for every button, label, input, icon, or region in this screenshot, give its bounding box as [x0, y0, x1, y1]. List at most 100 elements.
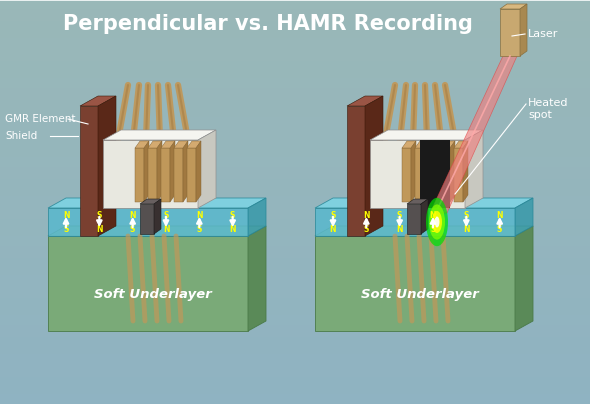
Bar — [428, 148, 437, 202]
Bar — [174, 148, 183, 202]
Polygon shape — [428, 141, 442, 148]
Bar — [407, 204, 421, 234]
Polygon shape — [421, 199, 428, 234]
Bar — [187, 148, 196, 202]
Polygon shape — [315, 198, 533, 208]
Polygon shape — [48, 226, 266, 236]
Text: Soft Underlayer: Soft Underlayer — [361, 288, 479, 301]
Bar — [441, 148, 450, 202]
Polygon shape — [174, 141, 188, 148]
Text: Perpendicular vs. HAMR Recording: Perpendicular vs. HAMR Recording — [63, 14, 473, 34]
Text: S: S — [497, 225, 502, 234]
Bar — [103, 140, 198, 208]
Text: GMR Element: GMR Element — [5, 114, 76, 124]
Polygon shape — [140, 199, 161, 204]
Polygon shape — [441, 141, 455, 148]
Polygon shape — [154, 199, 161, 234]
Bar — [140, 204, 154, 234]
Text: N: N — [396, 225, 403, 234]
Polygon shape — [454, 141, 468, 148]
Text: S: S — [397, 211, 402, 220]
Text: N: N — [430, 211, 436, 220]
Polygon shape — [430, 56, 517, 213]
Text: S: S — [330, 211, 336, 220]
Polygon shape — [424, 141, 429, 202]
Polygon shape — [407, 199, 428, 204]
Polygon shape — [515, 198, 533, 236]
Polygon shape — [183, 141, 188, 202]
Polygon shape — [365, 96, 383, 236]
Polygon shape — [415, 141, 429, 148]
Text: S: S — [430, 225, 435, 234]
Text: N: N — [63, 211, 69, 220]
Polygon shape — [437, 141, 442, 202]
Polygon shape — [402, 141, 416, 148]
Bar — [347, 106, 365, 236]
Bar — [402, 148, 411, 202]
Bar — [500, 9, 520, 56]
Text: S: S — [230, 211, 235, 220]
Polygon shape — [347, 96, 383, 106]
Text: S: S — [130, 225, 135, 234]
Polygon shape — [170, 141, 175, 202]
Bar — [454, 148, 463, 202]
Text: N: N — [163, 225, 169, 234]
Polygon shape — [465, 130, 483, 208]
Text: N: N — [196, 211, 202, 220]
Polygon shape — [248, 198, 266, 236]
Text: Heated
spot: Heated spot — [528, 98, 569, 120]
Polygon shape — [144, 141, 149, 202]
Bar — [135, 148, 144, 202]
Polygon shape — [370, 130, 483, 140]
Text: Soft Underlayer: Soft Underlayer — [94, 288, 212, 301]
Polygon shape — [411, 141, 416, 202]
Polygon shape — [315, 226, 533, 236]
Polygon shape — [196, 141, 201, 202]
Text: Shield: Shield — [5, 131, 37, 141]
Text: S: S — [163, 211, 169, 220]
Text: N: N — [330, 225, 336, 234]
Polygon shape — [148, 141, 162, 148]
Bar — [80, 106, 98, 236]
Text: N: N — [463, 225, 470, 234]
Bar — [48, 236, 248, 331]
Text: N: N — [96, 225, 103, 234]
Bar — [315, 208, 515, 236]
Polygon shape — [98, 96, 116, 236]
Text: N: N — [496, 211, 503, 220]
Ellipse shape — [426, 198, 448, 246]
Polygon shape — [248, 226, 266, 331]
Ellipse shape — [434, 217, 440, 227]
Polygon shape — [103, 130, 216, 140]
Text: N: N — [363, 211, 369, 220]
Polygon shape — [48, 198, 266, 208]
Polygon shape — [450, 141, 455, 202]
Bar — [315, 236, 515, 331]
Polygon shape — [515, 226, 533, 331]
Text: Laser: Laser — [528, 29, 558, 39]
Polygon shape — [157, 141, 162, 202]
Text: S: S — [464, 211, 469, 220]
Polygon shape — [187, 141, 201, 148]
Text: S: S — [63, 225, 68, 234]
Polygon shape — [161, 141, 175, 148]
Bar — [161, 148, 170, 202]
Polygon shape — [520, 4, 527, 56]
Text: S: S — [363, 225, 369, 234]
Ellipse shape — [432, 211, 442, 233]
Polygon shape — [135, 141, 149, 148]
Text: S: S — [97, 211, 102, 220]
Ellipse shape — [429, 204, 445, 240]
Polygon shape — [500, 4, 527, 9]
Bar — [48, 208, 248, 236]
Polygon shape — [198, 130, 216, 208]
Bar — [370, 140, 465, 208]
Bar — [415, 148, 424, 202]
Bar — [148, 148, 157, 202]
Bar — [420, 140, 450, 208]
Polygon shape — [80, 96, 116, 106]
Text: N: N — [230, 225, 236, 234]
Polygon shape — [463, 141, 468, 202]
Text: N: N — [129, 211, 136, 220]
Text: S: S — [196, 225, 202, 234]
